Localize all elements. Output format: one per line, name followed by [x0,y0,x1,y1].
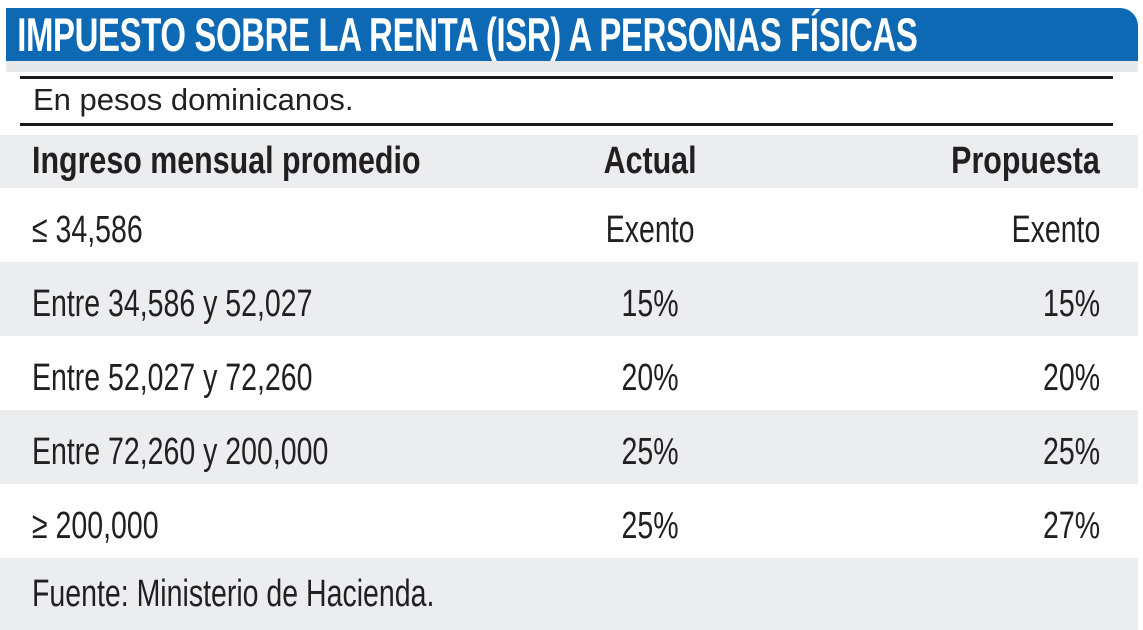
tax-table: Ingreso mensual promedio Actual Propuest… [0,135,1138,630]
subtitle: En pesos dominicanos. [33,82,354,117]
cell-ingreso: ≥ 200,000 [32,504,159,547]
cell-actual: 25% [621,430,679,473]
cell-actual: 20% [621,356,679,399]
column-header-propuesta: Propuesta [951,140,1100,182]
cell-propuesta: 25% [1042,430,1100,473]
cell-actual: 25% [621,504,679,547]
cell-propuesta: 27% [1042,504,1100,547]
cell-ingreso: Entre 72,260 y 200,000 [32,430,329,473]
cell-propuesta: 15% [1042,282,1100,325]
table-row: ≤ 34,586 Exento Exento [0,188,1138,262]
cell-propuesta: Exento [1011,208,1100,251]
source-text: Fuente: Ministerio de Hacienda. [32,572,435,615]
column-header-actual: Actual [603,140,697,182]
table-header-row: Ingreso mensual promedio Actual Propuest… [0,135,1138,188]
title-banner: IMPUESTO SOBRE LA RENTA (ISR) A PERSONAS… [6,8,1138,61]
cell-actual: Exento [605,208,695,251]
column-header-ingreso: Ingreso mensual promedio [32,140,421,182]
cell-ingreso: ≤ 34,586 [32,208,143,251]
table-row: Entre 72,260 y 200,000 25% 25% [0,410,1138,484]
cell-actual: 15% [621,282,679,325]
cell-ingreso: Entre 52,027 y 72,260 [32,356,313,399]
banner-shadow-strip [6,61,1138,72]
cell-ingreso: Entre 34,586 y 52,027 [32,282,313,325]
table-row: Entre 52,027 y 72,260 20% 20% [0,336,1138,410]
source-row: Fuente: Ministerio de Hacienda. [0,558,1138,630]
page-title: IMPUESTO SOBRE LA RENTA (ISR) A PERSONAS… [17,8,918,61]
cell-propuesta: 20% [1042,356,1100,399]
subtitle-rule-bottom [20,123,1113,126]
subtitle-rule-top [20,76,1113,79]
table-row: ≥ 200,000 25% 27% [0,484,1138,558]
table-row: Entre 34,586 y 52,027 15% 15% [0,262,1138,336]
